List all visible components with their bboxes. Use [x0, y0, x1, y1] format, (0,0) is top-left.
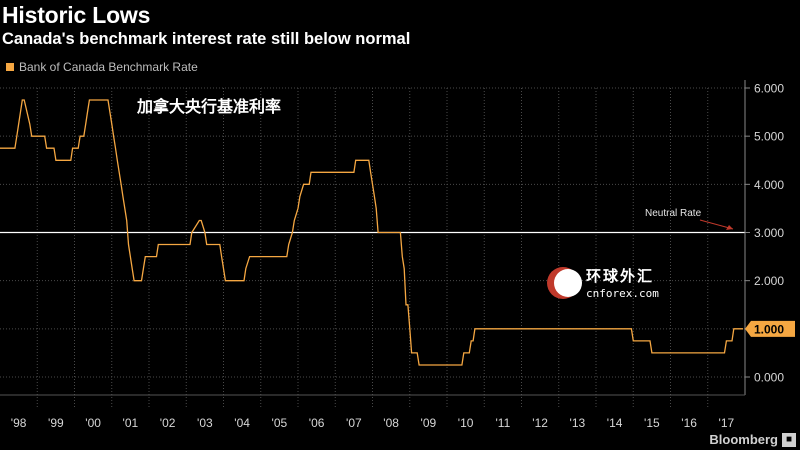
- last-value-label: 1.000: [754, 322, 784, 336]
- watermark-cn-text: 环球外汇: [586, 267, 654, 285]
- neutral-arrow-icon: [726, 225, 733, 230]
- last-value-badge: [745, 320, 795, 337]
- x-tick-label: '07: [346, 416, 362, 430]
- x-tick-label: '14: [607, 416, 623, 430]
- y-tick-label: 4.000: [754, 178, 784, 192]
- watermark: 环球外汇 cnforex.com: [547, 267, 659, 300]
- x-tick-label: '00: [85, 416, 101, 430]
- chart-subtitle: Canada's benchmark interest rate still b…: [2, 30, 411, 48]
- x-tick-label: '05: [272, 416, 288, 430]
- x-tick-label: '17: [719, 416, 735, 430]
- x-tick-label: '98: [11, 416, 27, 430]
- x-tick-label: '13: [570, 416, 586, 430]
- x-tick-label: '16: [681, 416, 697, 430]
- footer: Bloomberg ■: [709, 432, 796, 447]
- neutral-rate-label: Neutral Rate: [645, 208, 702, 219]
- annotation-layer: 加拿大央行基准利率 Neutral Rate: [136, 97, 702, 219]
- y-tick-label: 0.000: [754, 371, 784, 385]
- legend: Bank of Canada Benchmark Rate: [6, 60, 198, 74]
- neutral-layer: [0, 219, 745, 234]
- x-tick-label: '15: [644, 416, 660, 430]
- x-tick-label: '01: [123, 416, 139, 430]
- x-tick-label: '06: [309, 416, 325, 430]
- series-layer: [0, 99, 744, 366]
- x-tick-label: '04: [234, 416, 250, 430]
- chinese-title-annotation: 加拿大央行基准利率: [136, 97, 281, 116]
- watermark-logo-inner: [554, 269, 582, 297]
- y-tick-label: 3.000: [754, 226, 784, 240]
- x-tick-label: '11: [496, 416, 511, 430]
- corner-logo-icon: ■: [782, 432, 796, 447]
- axis-layer: 0.000 1.000 2.000 3.000 4.000 5.000 6.000 '98 '9…: [0, 80, 795, 430]
- x-tick-label: '03: [197, 416, 213, 430]
- x-tick-label: '99: [48, 416, 64, 430]
- y-tick-label: 6.000: [754, 82, 784, 96]
- series-line: [0, 99, 744, 366]
- y-tick-label: 5.000: [754, 130, 784, 144]
- x-tick-label: '02: [160, 416, 176, 430]
- x-tick-label: '12: [532, 416, 548, 430]
- chart-title: Historic Lows: [2, 2, 151, 28]
- x-tick-label: '09: [421, 416, 437, 430]
- y-tick-label: 2.000: [754, 274, 784, 288]
- bloomberg-brand: Bloomberg: [709, 432, 778, 447]
- watermark-en-text: cnforex.com: [586, 287, 659, 300]
- grid-layer: [0, 87, 745, 409]
- x-tick-label: '08: [383, 416, 399, 430]
- legend-label: Bank of Canada Benchmark Rate: [19, 60, 198, 74]
- legend-swatch: [6, 63, 14, 71]
- x-tick-label: '10: [458, 416, 474, 430]
